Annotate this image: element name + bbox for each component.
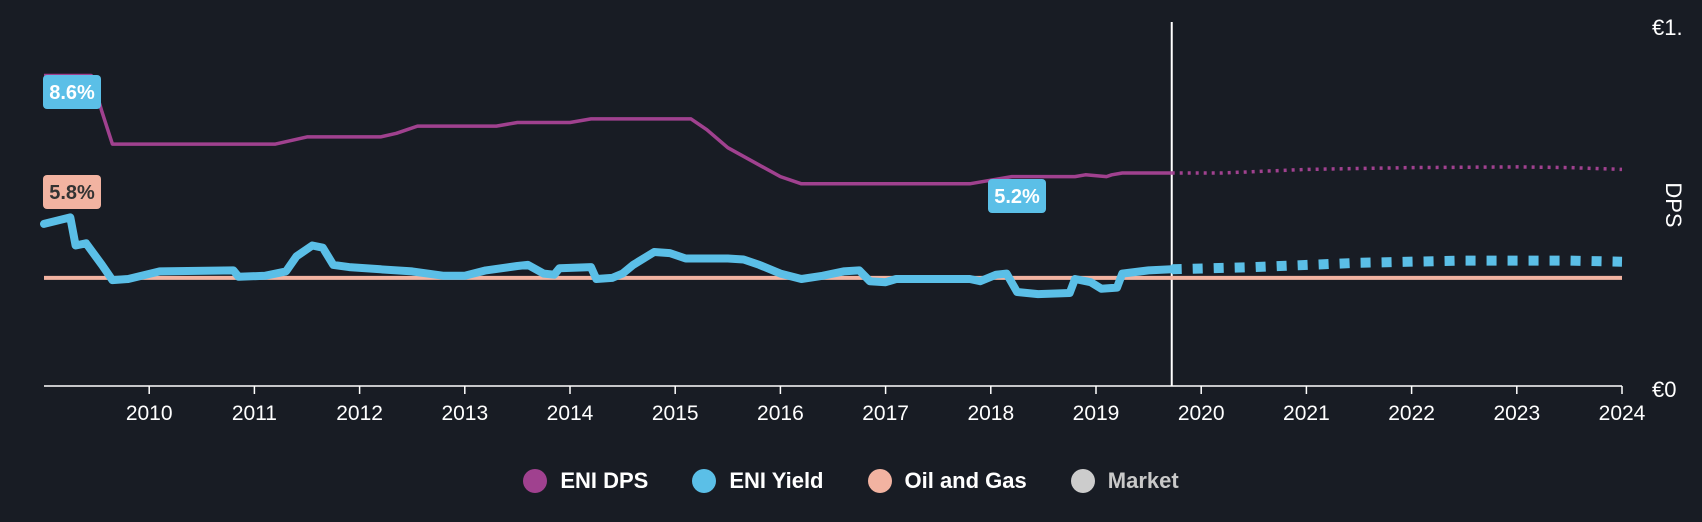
legend-item-oil-and-gas[interactable]: Oil and Gas: [867, 468, 1027, 494]
y-axis-bottom-label: €0: [1652, 377, 1676, 402]
legend-item-eni-yield[interactable]: ENI Yield: [692, 468, 824, 494]
legend-label: ENI DPS: [560, 468, 649, 493]
series-lines: [40, 73, 1623, 299]
legend-label: Oil and Gas: [904, 468, 1027, 493]
eni-yield-current-badge: 5.2%: [988, 179, 1046, 213]
x-tick-label: 2012: [336, 402, 383, 425]
x-tick-label: 2015: [652, 402, 699, 425]
legend-label: Market: [1107, 468, 1179, 493]
eni-yield-start-badge-text: 8.6%: [49, 82, 95, 104]
x-tick-label: 2016: [757, 402, 804, 425]
x-tick-label: 2013: [441, 402, 488, 425]
y-axis-top-label: €1.: [1652, 15, 1683, 40]
legend-swatch: [523, 469, 548, 493]
legend-swatch: [692, 469, 717, 493]
x-tick-label: 2023: [1493, 402, 1540, 425]
y-axis-title: DPS: [1661, 182, 1686, 227]
axes: 2010 2011 2012 2013 2014 2015 2016 2017 2018 2019…: [44, 15, 1686, 425]
eni-yield-start-badge: 8.6%: [43, 75, 101, 109]
legend-item-eni-dps[interactable]: ENI DPS: [523, 468, 648, 494]
oil-and-gas-badge: 5.8%: [43, 175, 101, 209]
x-tick-label: 2017: [862, 402, 909, 425]
x-tick-label: 2020: [1178, 402, 1225, 425]
x-tick-label: 2022: [1388, 402, 1435, 425]
legend: ENI DPS ENI Yield Oil and Gas Market: [0, 461, 1702, 501]
eni-dps-line: [44, 73, 1172, 186]
legend-swatch: [1070, 469, 1095, 493]
x-tick-label: 2019: [1073, 402, 1120, 425]
oil-and-gas-badge-text: 5.8%: [49, 182, 95, 204]
x-tick-label: 2011: [232, 402, 277, 425]
x-tick-label: 2018: [967, 402, 1014, 425]
x-tick-label: 2021: [1283, 402, 1330, 425]
legend-item-market[interactable]: Market: [1070, 468, 1179, 494]
legend-label: ENI Yield: [729, 468, 824, 493]
x-tick-label: 2024: [1599, 402, 1646, 425]
legend-swatch: [867, 469, 892, 493]
eni-yield-current-badge-bg: [988, 179, 1046, 213]
x-tick-label: 2014: [547, 402, 594, 425]
value-badges: 8.6% 5.8% 5.2%: [43, 75, 1046, 213]
oil-and-gas-badge-bg: [43, 175, 101, 209]
eni-yield-line: [40, 213, 1176, 299]
eni-dps-forecast-line: [1171, 165, 1623, 175]
eni-yield-forecast-line: [1171, 255, 1623, 275]
eni-yield-current-badge-text: 5.2%: [994, 186, 1040, 208]
x-tick-label: 2010: [126, 402, 173, 425]
eni-yield-start-badge-bg: [43, 75, 101, 109]
